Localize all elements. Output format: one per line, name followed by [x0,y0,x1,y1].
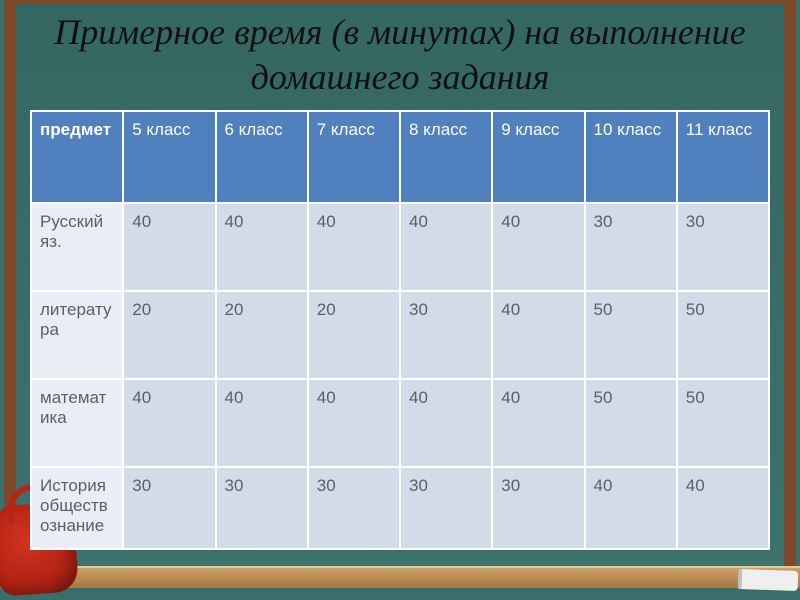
subject-cell: литература [31,291,123,379]
value-cell: 30 [585,203,677,291]
table-head: предмет 5 класс 6 класс 7 класс 8 класс … [31,111,769,203]
value-cell: 40 [216,203,308,291]
value-cell: 40 [216,379,308,467]
value-cell: 50 [585,291,677,379]
col-grade-11: 11 класс [677,111,769,203]
value-cell: 20 [216,291,308,379]
col-grade-7: 7 класс [308,111,400,203]
col-grade-5: 5 класс [123,111,215,203]
col-grade-10: 10 класс [585,111,677,203]
book-graphic [738,569,799,591]
value-cell: 30 [400,291,492,379]
subject-cell: История обществознание [31,467,123,549]
slide-title: Примерное время (в минутах) на выполнени… [0,10,800,100]
value-cell: 30 [216,467,308,549]
table-row: История обществознание 30 30 30 30 30 40… [31,467,769,549]
value-cell: 40 [400,203,492,291]
value-cell: 40 [123,379,215,467]
table-row: математика 40 40 40 40 40 50 50 [31,379,769,467]
table-body: Русский яз. 40 40 40 40 40 30 30 литерат… [31,203,769,549]
subject-cell: математика [31,379,123,467]
col-subject: предмет [31,111,123,203]
homework-time-table: предмет 5 класс 6 класс 7 класс 8 класс … [30,110,770,550]
value-cell: 30 [492,467,584,549]
value-cell: 40 [492,203,584,291]
col-grade-9: 9 класс [492,111,584,203]
value-cell: 50 [677,291,769,379]
value-cell: 20 [308,291,400,379]
table-row: Русский яз. 40 40 40 40 40 30 30 [31,203,769,291]
value-cell: 30 [400,467,492,549]
value-cell: 20 [123,291,215,379]
header-row: предмет 5 класс 6 класс 7 класс 8 класс … [31,111,769,203]
table-row: литература 20 20 20 30 40 50 50 [31,291,769,379]
value-cell: 30 [677,203,769,291]
value-cell: 30 [123,467,215,549]
value-cell: 40 [585,467,677,549]
value-cell: 40 [677,467,769,549]
value-cell: 40 [308,203,400,291]
value-cell: 40 [492,379,584,467]
value-cell: 40 [400,379,492,467]
value-cell: 40 [308,379,400,467]
value-cell: 50 [677,379,769,467]
slide: Примерное время (в минутах) на выполнени… [0,0,800,600]
table: предмет 5 класс 6 класс 7 класс 8 класс … [30,110,770,550]
value-cell: 30 [308,467,400,549]
value-cell: 50 [585,379,677,467]
col-grade-6: 6 класс [216,111,308,203]
col-grade-8: 8 класс [400,111,492,203]
chalk-rail [0,566,800,588]
subject-cell: Русский яз. [31,203,123,291]
value-cell: 40 [492,291,584,379]
value-cell: 40 [123,203,215,291]
